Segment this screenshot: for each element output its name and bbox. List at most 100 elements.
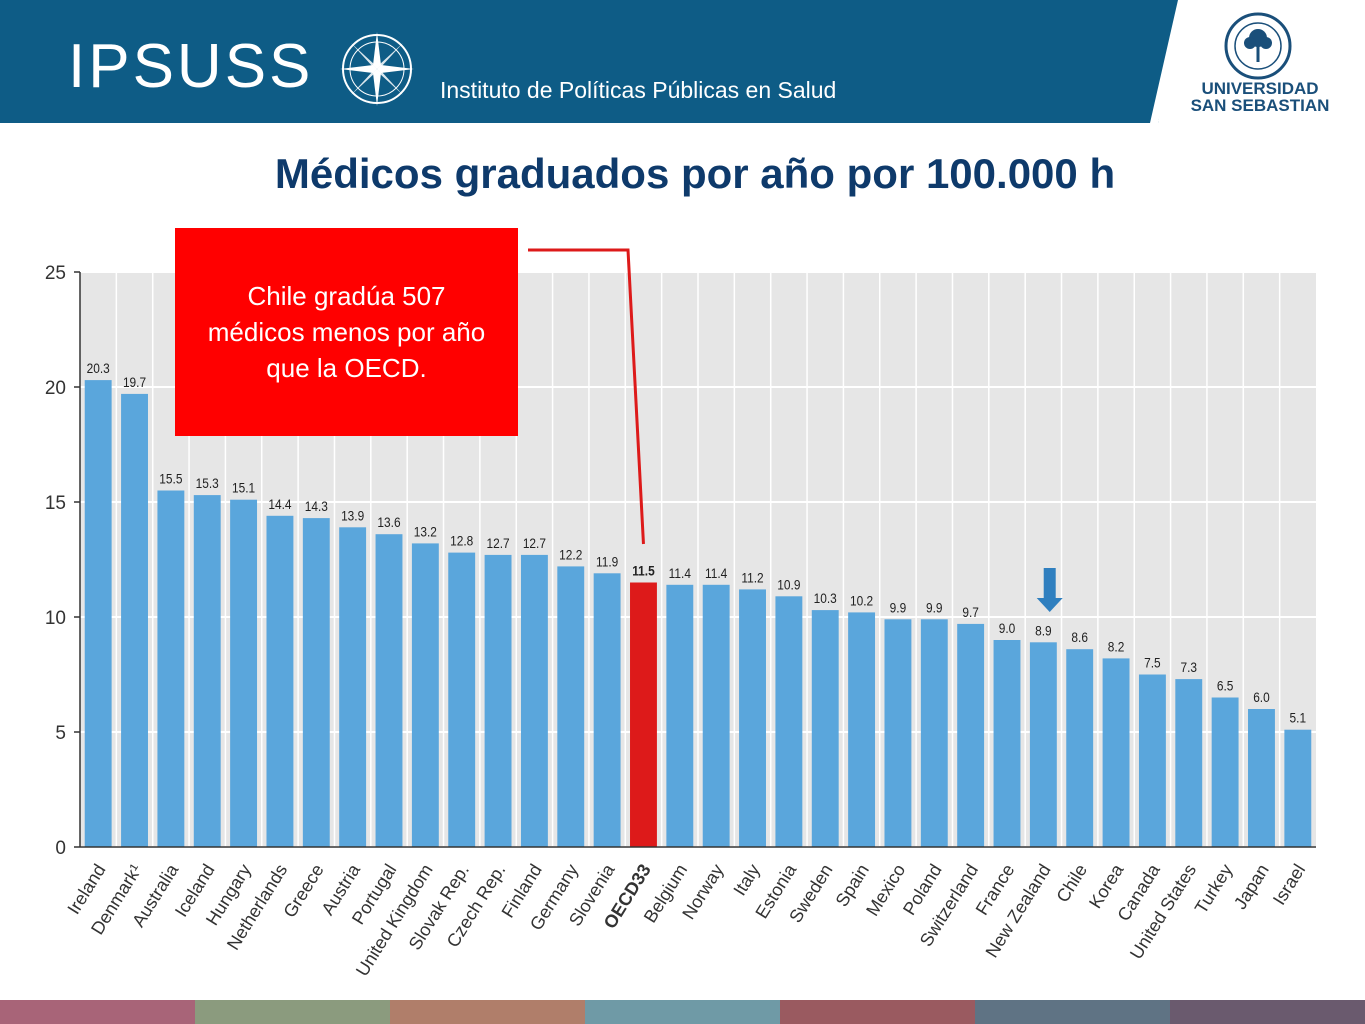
university-logo-area (1158, 0, 1365, 123)
bar (1138, 674, 1166, 847)
data-label: 10.3 (814, 590, 837, 606)
bar (1175, 679, 1203, 847)
bar (1211, 697, 1239, 847)
institute-subtitle: Instituto de Políticas Públicas en Salud (440, 77, 837, 103)
data-label: 7.5 (1144, 655, 1161, 671)
bar (375, 534, 403, 847)
compass-rose-icon (340, 32, 414, 106)
footer-color-strip (0, 1000, 1365, 1024)
bar (448, 552, 476, 847)
y-tick-label: 20 (45, 378, 66, 399)
bar (557, 566, 585, 847)
bar (121, 393, 148, 847)
university-name-line2: SAN SEBASTIAN (1190, 96, 1330, 115)
bar (1248, 709, 1275, 847)
data-label: 11.2 (741, 569, 763, 585)
bar (339, 527, 367, 847)
y-tick-label: 15 (45, 493, 66, 514)
y-tick-label: 0 (55, 838, 66, 859)
down-arrow-icon (1036, 568, 1063, 612)
bar (484, 554, 512, 847)
bar (84, 380, 112, 847)
bar (993, 640, 1021, 847)
data-label: 14.4 (268, 496, 291, 512)
bar (1029, 642, 1057, 847)
bar (411, 543, 439, 847)
footer-color-block (195, 1000, 390, 1024)
x-tick-label: Japan (1230, 861, 1273, 913)
data-label: 8.2 (1108, 638, 1125, 654)
bar (266, 515, 294, 847)
data-label: 12.7 (486, 535, 509, 551)
bar (702, 584, 730, 847)
data-label: 8.6 (1071, 629, 1088, 645)
data-label: 11.4 (705, 565, 727, 581)
callout-box: Chile gradúa 507 médicos menos por año q… (175, 228, 518, 436)
bar (1066, 649, 1094, 847)
bar (1102, 658, 1130, 847)
data-label: 8.9 (1035, 622, 1052, 638)
data-label: 9.9 (890, 599, 907, 615)
bar (957, 623, 985, 847)
bar (302, 518, 330, 847)
data-label: 12.7 (523, 535, 546, 551)
university-seal-icon (1224, 12, 1292, 80)
data-label: 19.7 (123, 374, 146, 390)
data-label: 15.1 (232, 480, 255, 496)
y-tick-label: 5 (55, 723, 66, 744)
data-label: 11.9 (596, 553, 618, 569)
data-label: 6.0 (1253, 689, 1270, 705)
bar (848, 612, 876, 847)
footer-color-block (780, 1000, 975, 1024)
header-banner (0, 0, 1365, 123)
x-tick-label: Turkey (1191, 861, 1237, 918)
data-label: 15.3 (196, 475, 219, 491)
callout-text: Chile gradúa 507 médicos menos por año q… (207, 281, 486, 383)
bar (230, 499, 258, 847)
data-label: 14.3 (305, 498, 328, 514)
bar (630, 582, 657, 847)
callout-connector-line (528, 248, 645, 545)
bar (811, 610, 839, 847)
bar (1284, 729, 1312, 847)
data-label: 13.6 (377, 514, 400, 530)
university-name-line1: UNIVERSIDAD (1201, 79, 1319, 98)
footer-color-block (0, 1000, 195, 1024)
bar (520, 554, 548, 847)
bar (920, 619, 948, 847)
footer-color-block (1170, 1000, 1365, 1024)
data-label: 11.4 (669, 565, 691, 581)
data-label: 7.3 (1180, 659, 1197, 675)
chart-title: Médicos graduados por año por 100.000 h (274, 150, 1116, 197)
data-label: 9.7 (962, 604, 979, 620)
bar (775, 596, 803, 847)
x-tick-label: Israel (1269, 861, 1309, 909)
bar (739, 589, 766, 847)
bar (157, 490, 185, 847)
data-label: 10.2 (850, 592, 873, 608)
data-label: 9.0 (999, 620, 1016, 636)
data-label: 13.9 (341, 507, 364, 523)
footer-color-block (585, 1000, 780, 1024)
data-label: 12.8 (450, 533, 473, 549)
university-name: UNIVERSIDAD SAN SEBASTIAN (1180, 80, 1340, 114)
bar (193, 495, 221, 847)
bar (666, 584, 694, 847)
bar (593, 573, 621, 847)
bar (884, 619, 912, 847)
footer-color-block (390, 1000, 585, 1024)
data-label: 15.5 (159, 471, 182, 487)
data-label: 13.2 (414, 523, 437, 539)
data-label: 6.5 (1217, 678, 1234, 694)
data-label: 10.9 (777, 576, 800, 592)
y-tick-label: 10 (45, 608, 66, 629)
data-label: 12.2 (559, 546, 582, 562)
data-label: 11.5 (632, 563, 654, 579)
data-label: 20.3 (87, 360, 110, 376)
data-label: 5.1 (1290, 710, 1307, 726)
y-tick-label: 25 (45, 263, 66, 284)
data-label: 9.9 (926, 599, 943, 615)
ipsuss-logo-text: IPSUSS (68, 32, 314, 101)
x-tick-label: Italy (729, 861, 763, 900)
